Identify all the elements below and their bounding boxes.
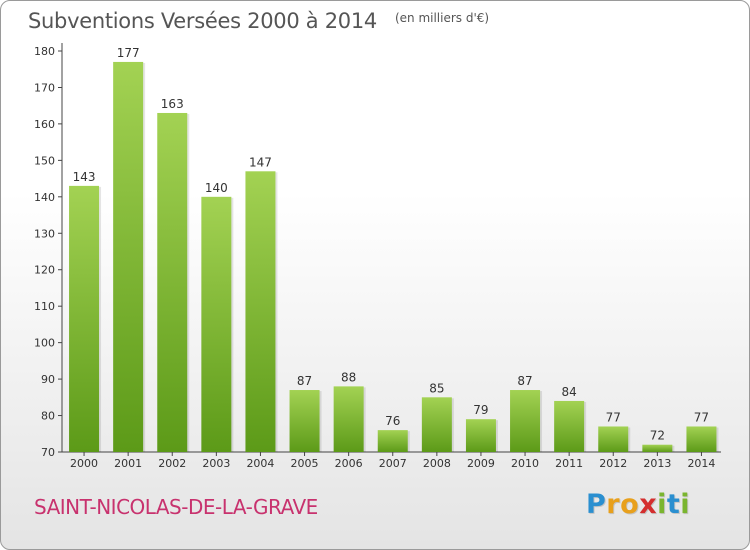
x-tick-label: 2003 xyxy=(202,457,230,470)
bar xyxy=(598,426,629,452)
y-tick-label: 130 xyxy=(34,227,55,240)
data-label: 87 xyxy=(517,374,532,388)
data-label: 163 xyxy=(161,97,184,111)
logo-letter: o xyxy=(620,489,640,520)
x-tick-label: 2002 xyxy=(158,457,186,470)
chart-title: Subventions Versées 2000 à 2014 xyxy=(28,9,377,33)
bar xyxy=(642,444,673,452)
bar xyxy=(69,185,100,452)
bar xyxy=(289,390,320,452)
x-tick-label: 2009 xyxy=(467,457,495,470)
y-tick-label: 90 xyxy=(41,373,55,386)
logo-letter: P xyxy=(586,489,607,520)
y-tick-label: 80 xyxy=(41,410,55,423)
y-tick-label: 140 xyxy=(34,191,55,204)
y-tick-label: 120 xyxy=(34,264,55,277)
y-tick-label: 180 xyxy=(34,45,55,58)
x-tick-label: 2013 xyxy=(643,457,671,470)
bar xyxy=(157,112,188,453)
logo-letter: t xyxy=(666,489,681,520)
x-tick-label: 2006 xyxy=(335,457,363,470)
bar xyxy=(377,430,408,452)
data-label: 88 xyxy=(341,370,356,384)
x-tick-label: 2010 xyxy=(511,457,539,470)
data-label: 85 xyxy=(429,381,444,395)
data-label: 79 xyxy=(473,403,488,417)
logo-letter: i xyxy=(680,489,691,520)
y-axis: 70 80 90 100 110 120 130 140 150 160 170 180 xyxy=(34,43,63,459)
y-tick-label: 160 xyxy=(34,118,55,131)
x-tick-label: 2005 xyxy=(291,457,319,470)
bar xyxy=(201,196,232,452)
data-label: 147 xyxy=(249,155,272,169)
bar xyxy=(245,171,276,453)
data-labels: 143 177 163 140 147 87 88 76 85 79 87 84 77 72 77 xyxy=(73,46,709,443)
bar xyxy=(465,419,496,452)
logo-letter: r xyxy=(606,489,621,520)
y-tick-label: 70 xyxy=(41,446,55,459)
title-row: Subventions Versées 2000 à 2014 (en mill… xyxy=(28,9,489,33)
y-tick-label: 170 xyxy=(34,81,55,94)
x-tick-label: 2007 xyxy=(379,457,407,470)
logo-letter: i xyxy=(657,489,667,520)
data-label: 177 xyxy=(117,46,140,60)
data-label: 140 xyxy=(205,181,228,195)
x-tick-label: 2000 xyxy=(70,457,98,470)
x-axis: 2000 2001 2002 2003 2004 2005 2006 2007 2008 2009… xyxy=(62,451,721,470)
commune-name: SAINT-NICOLAS-DE-LA-GRAVE xyxy=(34,495,318,519)
bar xyxy=(554,400,585,452)
data-label: 87 xyxy=(297,374,312,388)
proxiti-logo[interactable]: Proxiti xyxy=(586,489,690,520)
chart-subtitle: (en milliers d'€) xyxy=(394,11,490,25)
data-label: 77 xyxy=(694,410,709,424)
data-label: 143 xyxy=(73,170,96,184)
bar xyxy=(113,61,144,452)
x-tick-label: 2001 xyxy=(114,457,142,470)
logo-letter: x xyxy=(639,489,658,520)
bar xyxy=(421,397,452,452)
y-tick-label: 150 xyxy=(34,154,55,167)
bar xyxy=(510,390,541,452)
data-label: 77 xyxy=(606,410,621,424)
x-tick-label: 2008 xyxy=(423,457,451,470)
y-tick-label: 110 xyxy=(34,300,55,313)
data-label: 76 xyxy=(385,414,400,428)
bar xyxy=(333,386,364,452)
x-tick-label: 2011 xyxy=(555,457,583,470)
bars xyxy=(69,61,719,453)
bar xyxy=(686,426,717,452)
x-tick-label: 2014 xyxy=(687,457,715,470)
x-tick-label: 2012 xyxy=(599,457,627,470)
data-label: 72 xyxy=(650,429,665,443)
y-tick-label: 100 xyxy=(34,337,55,350)
x-tick-label: 2004 xyxy=(246,457,274,470)
data-label: 84 xyxy=(562,385,577,399)
